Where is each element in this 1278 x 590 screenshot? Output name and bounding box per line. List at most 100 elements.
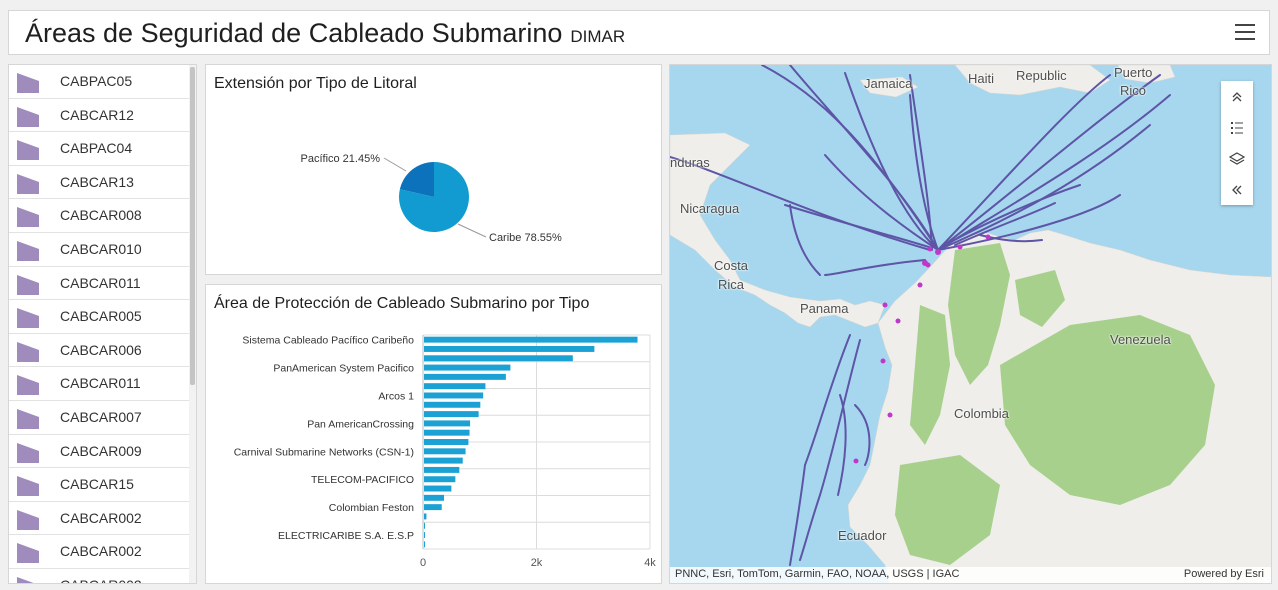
pie-slice[interactable] bbox=[399, 162, 469, 232]
bar[interactable] bbox=[424, 420, 471, 427]
app-title: Áreas de Seguridad de Cableado Submarino… bbox=[25, 18, 625, 49]
list-item-label: CABCAR15 bbox=[60, 476, 134, 493]
app-title-text: Áreas de Seguridad de Cableado Submarino bbox=[25, 18, 563, 48]
app-header: Áreas de Seguridad de Cableado Submarino… bbox=[8, 10, 1270, 55]
bar[interactable] bbox=[424, 494, 444, 501]
bar[interactable] bbox=[424, 466, 460, 473]
pie-chart-title: Extensión por Tipo de Litoral bbox=[214, 75, 417, 92]
bar[interactable] bbox=[424, 485, 452, 492]
list-item[interactable]: CABCAR15 bbox=[9, 468, 190, 502]
list-item-label: CABCAR009 bbox=[60, 442, 142, 459]
polygon-symbol-icon bbox=[17, 140, 39, 161]
pie-chart-panel: Extensión por Tipo de Litoral Pacífico 2… bbox=[205, 64, 662, 275]
list-item-label: CABCAR005 bbox=[60, 308, 142, 325]
list-item-label: CABCAR007 bbox=[60, 409, 142, 425]
bar[interactable] bbox=[424, 401, 481, 408]
bar[interactable] bbox=[424, 541, 425, 548]
list-item[interactable]: CABPAC04 bbox=[9, 132, 190, 166]
basemap[interactable] bbox=[670, 65, 1272, 584]
list-item[interactable]: CABCAR002 bbox=[9, 502, 190, 536]
place-label: Costa bbox=[714, 258, 748, 273]
bar-category-label: TELECOM-PACIFICO bbox=[311, 474, 414, 486]
place-label: Rica bbox=[718, 277, 745, 292]
bar[interactable] bbox=[424, 532, 425, 539]
bar[interactable] bbox=[424, 383, 486, 390]
park-area bbox=[910, 305, 950, 445]
bar-category-label: Colombian Feston bbox=[329, 502, 414, 514]
collapse-up-icon[interactable] bbox=[1221, 81, 1253, 112]
list-item[interactable]: CABCAR007 bbox=[9, 401, 190, 435]
polygon-symbol-icon bbox=[17, 308, 39, 329]
list-item[interactable]: CABCAR12 bbox=[9, 99, 190, 133]
list-item-label: CABCAR002 bbox=[60, 577, 142, 583]
pie-leader-line bbox=[457, 223, 487, 238]
list-item-label: CABCAR006 bbox=[60, 341, 142, 358]
list-item[interactable]: CABCAR010 bbox=[9, 233, 190, 267]
list-item-label: CABCAR011 bbox=[60, 375, 141, 392]
bar[interactable] bbox=[424, 355, 573, 362]
scrollbar-thumb[interactable] bbox=[190, 67, 195, 385]
bar[interactable] bbox=[424, 504, 442, 511]
pie-label-caribe: Caribe 78.55% bbox=[489, 232, 562, 244]
list-item-label: CABPAC05 bbox=[60, 73, 133, 89]
app-subtitle: DIMAR bbox=[570, 27, 626, 46]
map-attribution: PNNC, Esri, TomTom, Garmin, FAO, NOAA, U… bbox=[670, 567, 1271, 583]
collapse-left-icon[interactable] bbox=[1221, 174, 1253, 205]
bar[interactable] bbox=[424, 392, 484, 399]
cable-list: CABPAC05 CABCAR12 CABPAC04 CABCAR13 CABCAR00… bbox=[8, 64, 197, 584]
attribution-sources[interactable]: PNNC, Esri, TomTom, Garmin, FAO, NOAA, U… bbox=[675, 568, 960, 580]
bar[interactable] bbox=[424, 476, 456, 483]
park-area bbox=[948, 243, 1010, 385]
place-label: Panama bbox=[800, 301, 849, 316]
polygon-symbol-icon bbox=[17, 73, 39, 93]
polygon-symbol-icon bbox=[17, 577, 34, 583]
place-label: Ecuador bbox=[838, 528, 887, 543]
bar[interactable] bbox=[424, 336, 638, 343]
list-item[interactable]: CABPAC05 bbox=[9, 65, 190, 99]
land-hispaniola bbox=[954, 65, 1111, 96]
bar[interactable] bbox=[424, 429, 470, 436]
polygon-symbol-icon bbox=[17, 442, 39, 463]
polygon-symbol-icon bbox=[17, 509, 39, 530]
list-item[interactable]: CABCAR008 bbox=[9, 199, 190, 233]
bar-category-label: ELECTRICARIBE S.A. E.S.P bbox=[278, 530, 414, 542]
bar[interactable] bbox=[424, 513, 427, 520]
list-item[interactable]: CABCAR13 bbox=[9, 166, 190, 200]
list-scrollbar[interactable] bbox=[189, 65, 196, 583]
bar[interactable] bbox=[424, 439, 469, 445]
bar[interactable] bbox=[424, 345, 595, 352]
legend-list-icon[interactable] bbox=[1221, 112, 1253, 143]
menu-icon[interactable] bbox=[1235, 24, 1255, 41]
list-item[interactable]: CABCAR005 bbox=[9, 300, 190, 334]
list-item[interactable]: CABCAR006 bbox=[9, 334, 190, 368]
list-item-label: CABCAR011 bbox=[60, 274, 141, 291]
land-puerto-rico bbox=[1117, 65, 1176, 84]
list-item[interactable]: CABCAR011 bbox=[9, 367, 190, 401]
bar[interactable] bbox=[424, 448, 466, 455]
list-item[interactable]: CABCAR002 bbox=[9, 535, 190, 569]
bar[interactable] bbox=[424, 364, 511, 371]
list-item[interactable]: CABCAR002 bbox=[9, 569, 190, 583]
pie-slice[interactable] bbox=[399, 162, 434, 197]
park-area bbox=[895, 455, 1000, 565]
list-item[interactable]: CABCAR011 bbox=[9, 267, 190, 301]
park-area bbox=[1000, 315, 1215, 505]
list-item-label: CABCAR002 bbox=[60, 543, 142, 560]
bar-category-label: Carnival Submarine Networks (CSN-1) bbox=[234, 446, 414, 458]
bar[interactable] bbox=[424, 522, 425, 529]
map-view[interactable]: Jamaica Haiti Republic Puerto Rico ndura… bbox=[669, 64, 1272, 584]
bar-chart: Sistema Cableado Pacífico Caribeño PanAme… bbox=[234, 334, 656, 569]
list-item-label: CABCAR002 bbox=[60, 509, 142, 526]
layers-icon[interactable] bbox=[1221, 143, 1253, 174]
list-item[interactable]: CABCAR009 bbox=[9, 435, 190, 469]
polygon-symbol-icon bbox=[17, 241, 39, 261]
list-item-label: CABCAR010 bbox=[60, 241, 142, 257]
bar[interactable] bbox=[424, 411, 479, 418]
bar-category-label: Sistema Cableado Pacífico Caribeño bbox=[242, 335, 414, 347]
pie-label-pacifico: Pacífico 21.45% bbox=[301, 153, 381, 165]
place-label: Nicaragua bbox=[680, 201, 740, 216]
powered-by-esri[interactable]: Powered by Esri bbox=[1183, 568, 1264, 580]
bar[interactable] bbox=[424, 373, 506, 380]
bar[interactable] bbox=[424, 457, 463, 464]
list-item-label: CABPAC04 bbox=[60, 140, 133, 157]
